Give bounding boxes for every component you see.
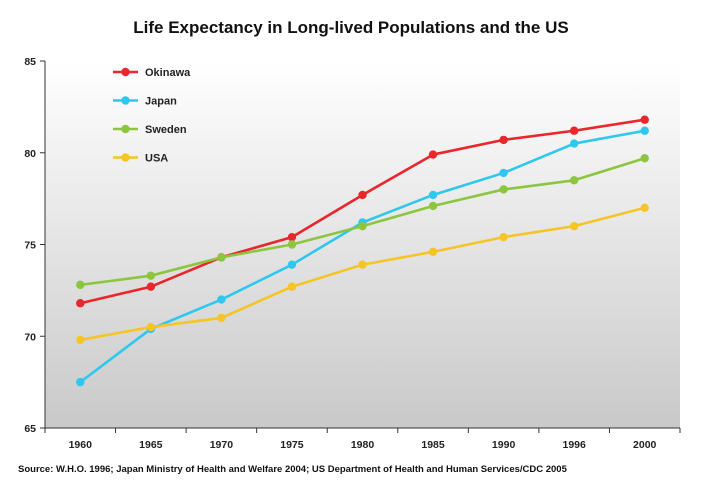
legend-item-japan: Japan: [113, 96, 177, 108]
source-note: Source: W.H.O. 1996; Japan Ministry of H…: [18, 464, 567, 475]
data-point-sweden: [146, 271, 156, 280]
plot-area: [45, 61, 680, 428]
data-point-usa: [499, 232, 508, 242]
y-tick-label: 65: [24, 423, 36, 435]
data-point-sweden: [76, 280, 85, 290]
legend-swatch-marker: [121, 96, 130, 105]
legend-item-sweden: Sweden: [113, 124, 187, 136]
data-point-japan: [287, 260, 297, 269]
data-point-japan: [569, 139, 579, 148]
data-point-usa: [146, 322, 156, 332]
legend-label: Sweden: [145, 124, 187, 136]
data-point-okinawa: [287, 232, 297, 242]
data-point-japan: [76, 377, 85, 387]
legend-swatch-marker: [121, 67, 130, 77]
legend-item-usa: USA: [113, 153, 168, 165]
y-tick-label: 80: [24, 148, 36, 160]
data-point-usa: [287, 282, 297, 291]
y-tick-label: 70: [24, 331, 36, 343]
chart-title: Life Expectancy in Long-lived Population…: [133, 18, 569, 37]
data-point-sweden: [640, 154, 649, 163]
x-tick-label: 1960: [69, 439, 93, 451]
data-point-okinawa: [358, 190, 367, 200]
data-point-japan: [640, 126, 649, 135]
data-point-sweden: [428, 201, 438, 211]
data-point-japan: [499, 168, 508, 178]
data-point-okinawa: [499, 135, 508, 145]
x-tick-label: 1996: [562, 439, 586, 451]
legend-swatch-marker: [121, 124, 130, 134]
legend-label: Japan: [145, 96, 177, 108]
x-tick-label: 2000: [633, 439, 657, 451]
legend-label: USA: [145, 153, 168, 165]
data-point-sweden: [287, 240, 297, 249]
x-tick-label: 1975: [280, 439, 304, 451]
legend-item-okinawa: Okinawa: [113, 67, 191, 79]
data-point-usa: [358, 260, 367, 269]
data-point-japan: [428, 190, 438, 200]
y-tick-label: 85: [24, 56, 36, 68]
x-tick-label: 1980: [351, 439, 375, 451]
legend-label: Okinawa: [145, 67, 191, 79]
data-point-okinawa: [428, 150, 438, 159]
data-point-usa: [217, 313, 226, 323]
data-point-usa: [428, 247, 438, 257]
x-tick-label: 1970: [210, 439, 234, 451]
x-tick-label: 1985: [421, 439, 445, 451]
data-point-okinawa: [76, 299, 85, 308]
data-point-sweden: [569, 176, 579, 185]
data-point-sweden: [499, 185, 508, 194]
data-point-okinawa: [146, 282, 156, 291]
y-tick-label: 75: [24, 240, 36, 252]
series-sweden: [76, 154, 649, 290]
data-point-usa: [569, 221, 579, 231]
x-tick-label: 1965: [139, 439, 163, 451]
data-point-sweden: [217, 253, 226, 262]
x-tick-label: 1990: [492, 439, 516, 451]
data-point-okinawa: [569, 126, 579, 135]
data-point-japan: [217, 295, 226, 304]
data-point-usa: [640, 203, 649, 212]
series-usa: [76, 203, 649, 345]
data-point-sweden: [358, 221, 367, 231]
data-point-usa: [76, 335, 85, 345]
legend-swatch-marker: [121, 153, 130, 162]
data-point-okinawa: [640, 115, 649, 124]
